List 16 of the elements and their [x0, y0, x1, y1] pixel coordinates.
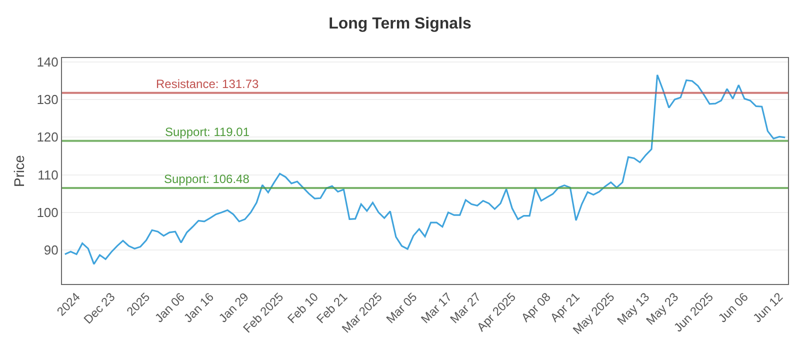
ref-line-label: Resistance: 131.73 [156, 77, 260, 91]
x-tick-label: Mar 05 [383, 290, 420, 326]
y-tick-label: 140 [36, 54, 58, 70]
chart-title: Long Term Signals [328, 16, 472, 33]
x-tick-label: Jun 06 [715, 290, 752, 326]
y-axis-title: Price [11, 154, 27, 187]
ref-line-label: Support: 106.48 [164, 172, 250, 186]
y-tick-label: 130 [36, 92, 58, 107]
y-tick-label: 100 [36, 204, 58, 220]
y-tick-label: 110 [38, 167, 58, 182]
x-tick-label: Jun 12 [750, 290, 786, 326]
ref-line-label: Support: 119.01 [165, 125, 250, 139]
x-tick-label: Dec 23 [80, 290, 118, 327]
y-tick-label: 120 [36, 130, 58, 145]
y-tick-label: 90 [44, 242, 58, 258]
line-series [64, 74, 786, 265]
